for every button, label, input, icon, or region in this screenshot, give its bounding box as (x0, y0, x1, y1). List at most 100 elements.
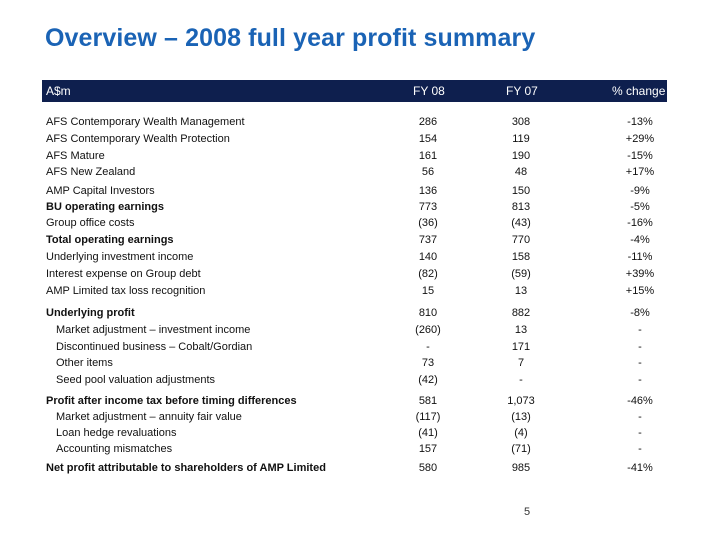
table-row: Loan hedge revaluations (41) (4) - (0, 425, 720, 441)
row-change: - (638, 324, 642, 336)
row-fy07: (13) (511, 411, 531, 423)
row-label: Other items (56, 357, 113, 369)
row-fy08: 773 (418, 201, 438, 213)
header-fy08: FY 08 (413, 84, 445, 98)
page-title: Overview – 2008 full year profit summary (45, 24, 536, 52)
row-change: +17% (625, 166, 655, 178)
row-fy07: - (519, 374, 523, 386)
header-fy07: FY 07 (506, 84, 538, 98)
row-fy08: (82) (418, 268, 438, 280)
table-row: Net profit attributable to shareholders … (0, 460, 720, 476)
row-fy07: (43) (511, 217, 531, 229)
table-row: Discontinued business – Cobalt/Gordian -… (0, 339, 720, 355)
row-fy08: 157 (418, 443, 438, 455)
row-fy08: 73 (421, 357, 435, 369)
row-label: Loan hedge revaluations (56, 427, 177, 439)
row-fy08: 286 (418, 116, 438, 128)
row-change: - (638, 374, 642, 386)
table-row: Underlying profit 810 882 -8% (0, 305, 720, 321)
row-fy07: 985 (511, 462, 531, 474)
row-fy07: 770 (511, 234, 531, 246)
header-change: % change (612, 84, 666, 98)
row-change: -8% (630, 307, 650, 319)
row-fy07: 119 (512, 133, 530, 145)
row-fy07: 813 (511, 201, 531, 213)
table-row: Profit after income tax before timing di… (0, 393, 720, 409)
row-change: - (638, 427, 642, 439)
row-label: AFS Contemporary Wealth Management (46, 116, 245, 128)
row-fy07: 7 (517, 357, 525, 369)
row-label: Total operating earnings (46, 234, 174, 246)
row-fy08: 136 (418, 185, 438, 197)
table-row: AMP Limited tax loss recognition 15 13 +… (0, 283, 720, 299)
row-fy07: 48 (514, 166, 528, 178)
row-change: -9% (630, 185, 650, 197)
row-fy08: 161 (418, 150, 438, 162)
table-row: Market adjustment – annuity fair value (… (0, 409, 720, 425)
row-label: Discontinued business – Cobalt/Gordian (56, 341, 253, 353)
row-label: Profit after income tax before timing di… (46, 395, 297, 407)
row-label: AFS New Zealand (46, 166, 136, 178)
table-row: BU operating earnings 773 813 -5% (0, 199, 720, 215)
row-fy07: 882 (511, 307, 531, 319)
row-fy07: 308 (511, 116, 531, 128)
row-fy07: 190 (511, 150, 531, 162)
row-fy08: 581 (418, 395, 438, 407)
row-change: +39% (625, 268, 655, 280)
row-change: +15% (625, 285, 655, 297)
row-label: Underlying profit (46, 307, 135, 319)
row-change: -15% (627, 150, 653, 162)
table-row: AFS Contemporary Wealth Management 286 3… (0, 114, 720, 130)
row-fy08: 56 (421, 166, 435, 178)
row-change: - (638, 341, 642, 353)
row-fy08: (36) (418, 217, 438, 229)
table-row: Interest expense on Group debt (82) (59)… (0, 266, 720, 282)
row-fy07: 13 (514, 285, 528, 297)
page-number: 5 (524, 506, 531, 518)
row-change: -13% (627, 116, 653, 128)
row-change: -41% (627, 462, 653, 474)
row-label: AMP Limited tax loss recognition (46, 285, 206, 297)
row-fy07: 150 (511, 185, 531, 197)
row-change: - (638, 411, 642, 423)
table-row: Market adjustment – investment income (2… (0, 322, 720, 338)
row-change: -16% (627, 217, 653, 229)
row-fy07: 158 (511, 251, 531, 263)
row-fy07: 1,073 (507, 395, 535, 407)
row-label: Group office costs (46, 217, 135, 229)
row-label: AFS Mature (46, 150, 105, 162)
row-label: Seed pool valuation adjustments (56, 374, 215, 386)
row-fy08: 580 (418, 462, 438, 474)
row-fy07: (59) (511, 268, 531, 280)
table-row: Other items 73 7 - (0, 355, 720, 371)
row-fy07: (4) (514, 427, 528, 439)
row-change: -5% (630, 201, 650, 213)
row-change: -11% (627, 251, 653, 263)
row-fy08: (117) (415, 411, 441, 423)
row-change: -4% (630, 234, 650, 246)
header-label: A$m (46, 84, 71, 98)
row-label: BU operating earnings (46, 201, 164, 213)
row-label: Interest expense on Group debt (46, 268, 201, 280)
table-row: AFS New Zealand 56 48 +17% (0, 164, 720, 180)
table-row: AFS Contemporary Wealth Protection 154 1… (0, 131, 720, 147)
table-row: AFS Mature 161 190 -15% (0, 148, 720, 164)
row-change: +29% (625, 133, 655, 145)
row-fy08: 810 (418, 307, 438, 319)
table-row: Seed pool valuation adjustments (42) - - (0, 372, 720, 388)
row-label: Market adjustment – annuity fair value (56, 411, 242, 423)
row-label: Net profit attributable to shareholders … (46, 462, 326, 474)
row-label: AFS Contemporary Wealth Protection (46, 133, 230, 145)
row-fy08: (41) (418, 427, 438, 439)
row-label: Underlying investment income (46, 251, 194, 263)
row-fy08: (260) (415, 324, 441, 336)
table-row: Group office costs (36) (43) -16% (0, 215, 720, 231)
row-fy07: 171 (511, 341, 531, 353)
table-header: A$m FY 08 FY 07 % change (42, 80, 667, 102)
row-fy08: 140 (418, 251, 438, 263)
row-label: Market adjustment – investment income (56, 324, 251, 336)
row-fy08: 737 (418, 234, 438, 246)
row-label: Accounting mismatches (56, 443, 173, 455)
table-row: AMP Capital Investors 136 150 -9% (0, 183, 720, 199)
